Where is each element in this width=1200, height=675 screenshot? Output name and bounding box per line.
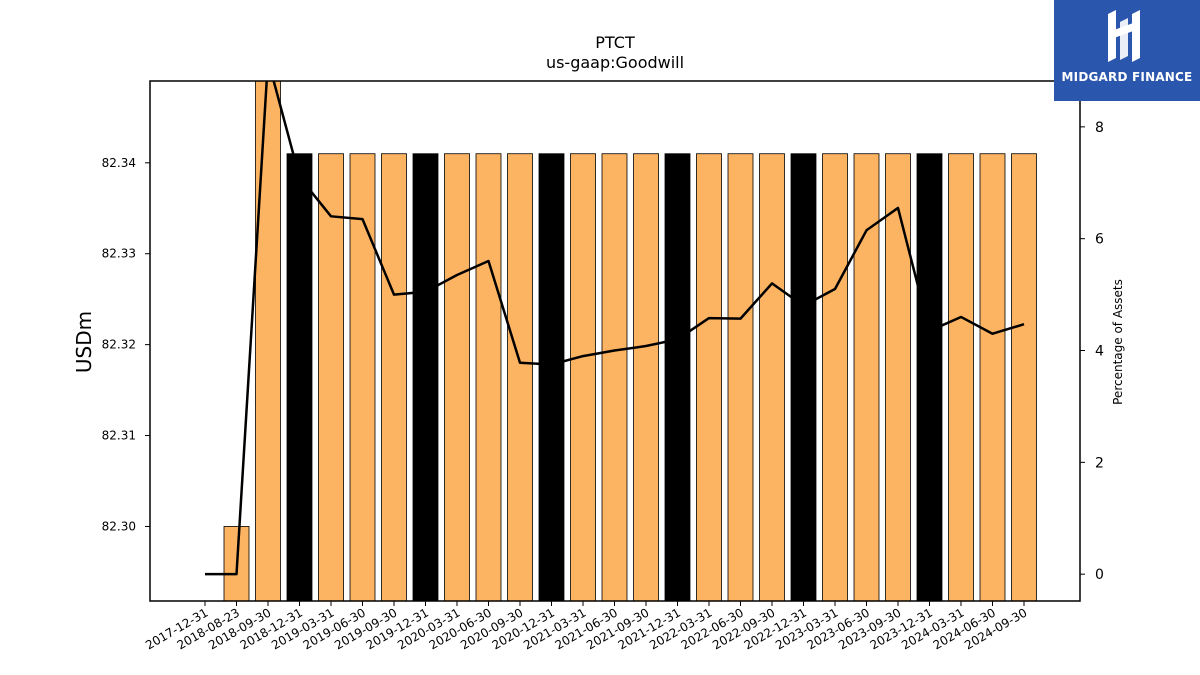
x-axis: 2017-12-312018-08-232018-09-302018-12-31… <box>143 601 1030 652</box>
y-tick-label: 82.31 <box>102 429 136 443</box>
bar-2021-09-30 <box>633 153 659 601</box>
bar-2022-03-31 <box>696 153 722 601</box>
y-tick-label: 82.34 <box>102 156 136 170</box>
bar-2024-09-30 <box>1011 153 1037 601</box>
bar-2019-09-30 <box>381 153 407 601</box>
bar-2020-03-31 <box>444 153 470 601</box>
chart-title: PTCT <box>595 33 635 52</box>
bar-2020-12-31 <box>538 153 565 601</box>
plot-frame <box>149 80 1081 602</box>
bar-2019-12-31 <box>412 153 439 601</box>
y2-tick-label: 8 <box>1095 120 1104 136</box>
bar-2021-06-30 <box>601 153 628 601</box>
logo-mark-icon <box>1108 10 1140 62</box>
logo-text: MIDGARD FINANCE <box>1061 70 1193 84</box>
bar-2021-12-31 <box>664 153 691 601</box>
bar-2024-06-30 <box>979 153 1006 601</box>
y-axis-right: 0 2 4 6 8 <box>1080 120 1104 583</box>
bar-2018-12-31 <box>286 153 313 601</box>
bar-2022-09-30 <box>759 153 785 601</box>
bar-2018-09-30 <box>255 81 281 601</box>
y2-tick-label: 6 <box>1095 232 1104 248</box>
y-tick-label: 82.30 <box>102 519 136 533</box>
y2-axis-label: Percentage of Assets <box>1111 279 1125 405</box>
bar-2022-06-30 <box>727 153 754 601</box>
brand-logo: MIDGARD FINANCE <box>1054 0 1200 101</box>
y2-tick-label: 2 <box>1095 455 1104 471</box>
bar-2020-09-30 <box>507 153 533 601</box>
chart-subtitle: us-gaap:Goodwill <box>546 53 684 72</box>
bar-2023-12-31 <box>916 153 943 601</box>
bar-2019-06-30 <box>349 153 376 601</box>
y2-tick-label: 0 <box>1095 567 1104 583</box>
line-series <box>205 81 1025 576</box>
y-axis-left: 82.30 82.31 82.32 82.33 82.34 <box>102 156 150 533</box>
bar-2021-03-31 <box>570 153 596 601</box>
bar-series <box>223 81 1037 601</box>
bar-2023-06-30 <box>853 153 880 601</box>
bar-2022-12-31 <box>790 153 817 601</box>
bar-2023-03-31 <box>822 153 848 601</box>
percentage-line <box>205 81 1025 576</box>
y-tick-label: 82.32 <box>102 338 136 352</box>
bar-2023-09-30 <box>885 153 911 601</box>
y-axis-label: USDm <box>72 311 96 373</box>
y2-tick-label: 4 <box>1095 344 1104 360</box>
y-tick-label: 82.33 <box>102 247 136 261</box>
bar-2019-03-31 <box>318 153 344 601</box>
bar-2020-06-30 <box>475 153 502 601</box>
bar-2024-03-31 <box>948 153 974 601</box>
